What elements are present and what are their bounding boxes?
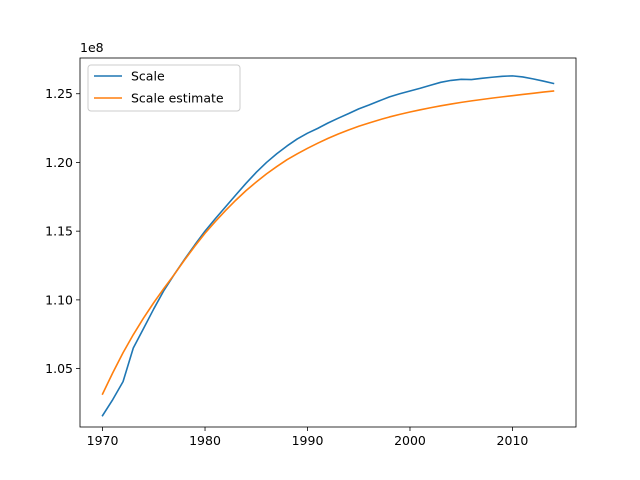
y-axis-ticks: 1.05 1.10 1.15 1.20 1.25	[45, 86, 80, 376]
x-tick-label: 1970	[87, 433, 119, 448]
legend-label: Scale	[131, 69, 165, 84]
axes-frame	[79, 57, 577, 428]
x-tick-label: 2010	[497, 433, 529, 448]
series-layer	[101, 75, 555, 417]
y-tick-label: 1.05	[45, 361, 73, 376]
y-tick-label: 1.20	[45, 155, 73, 170]
x-axis-ticks: 1970 1980 1990 2000 2010	[87, 427, 529, 448]
y-tick-label: 1.10	[45, 292, 73, 307]
legend: Scale Scale estimate	[87, 64, 241, 112]
series-line-scale-estimate	[101, 90, 555, 396]
y-offset-label: 1e8	[80, 40, 104, 55]
legend-label: Scale estimate	[131, 91, 224, 106]
x-tick-label: 1980	[189, 433, 221, 448]
legend-box	[87, 64, 241, 112]
x-tick-label: 1990	[292, 433, 324, 448]
x-tick-label: 2000	[394, 433, 426, 448]
y-tick-label: 1.25	[45, 86, 73, 101]
y-tick-label: 1.15	[45, 224, 73, 239]
